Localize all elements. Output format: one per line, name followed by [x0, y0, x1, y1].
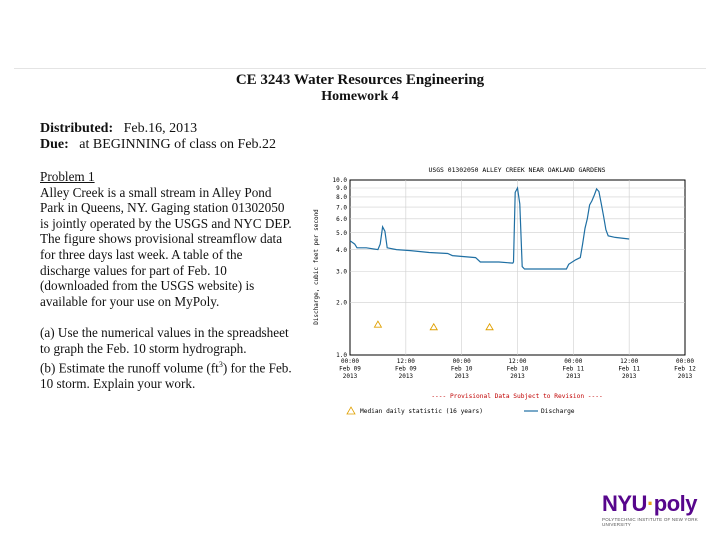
- legend: Median daily statistic (16 years) Discha…: [346, 406, 575, 415]
- x-tick-label: 00:00: [564, 358, 582, 365]
- part-a: (a) Use the numerical values in the spre…: [40, 325, 289, 356]
- due-line: Due: at BEGINNING of class on Feb.22: [40, 137, 276, 153]
- chart-title: USGS 01302050 ALLEY CREEK NEAR OAKLAND G…: [429, 166, 606, 174]
- distributed-line: Distributed: Feb.16, 2013: [40, 121, 197, 137]
- y-tick-label: 8.0: [336, 194, 347, 201]
- hydrograph-chart: USGS 01302050 ALLEY CREEK NEAR OAKLAND G…: [313, 166, 696, 415]
- logo-dot: ·: [646, 491, 654, 516]
- x-tick-label: 2013: [622, 373, 637, 380]
- x-tick-label: Feb 12: [674, 366, 696, 373]
- nyu-poly-logo: NYU·poly POLYTECHNIC INSTITUTE OF NEW YO…: [602, 492, 708, 530]
- x-tick-label: 00:00: [341, 358, 359, 365]
- discharge-series-line: [349, 186, 630, 270]
- x-tick-label: Feb 11: [562, 366, 584, 373]
- logo-tagline: POLYTECHNIC INSTITUTE OF NEW YORK UNIVER…: [602, 517, 698, 527]
- x-tick-label: 2013: [510, 373, 525, 380]
- legend-discharge-label: Discharge: [541, 408, 575, 415]
- y-axis-label: Discharge, cubic feet per second: [313, 209, 320, 325]
- x-tick-label: 12:00: [508, 358, 526, 365]
- legend-median-marker: [346, 406, 356, 415]
- x-tick-label: 12:00: [620, 358, 638, 365]
- y-tick-label: 9.0: [336, 185, 347, 192]
- distributed-label: Distributed:: [40, 121, 114, 136]
- median-marker: [373, 320, 383, 328]
- part-b-prefix: (b) Estimate the runoff volume (ft: [40, 359, 219, 375]
- y-tick-label: 3.0: [336, 269, 347, 276]
- logo-wordmark: NYU·poly: [602, 492, 708, 516]
- slide-top-rule: [14, 68, 706, 69]
- y-tick-label: 6.0: [336, 216, 347, 223]
- x-tick-label: Feb 10: [507, 366, 529, 373]
- y-tick-labels: 10.09.0 8.0 7.0 6.0 5.0 4.0 3.0 2.0 1.0: [333, 177, 348, 359]
- x-tick-label: Feb 09: [339, 366, 361, 373]
- x-tick-label: 2013: [454, 373, 469, 380]
- distributed-value: Feb.16, 2013: [123, 121, 198, 136]
- x-tick-label: 2013: [343, 373, 358, 380]
- x-tick-label: Feb 11: [618, 366, 640, 373]
- x-tick-label: Feb 10: [451, 366, 473, 373]
- part-b-superscript: 3: [218, 359, 223, 369]
- due-label: Due:: [40, 137, 69, 152]
- x-tick-label: Feb 09: [395, 366, 417, 373]
- x-tick-label: 2013: [566, 373, 581, 380]
- legend-median-label: Median daily statistic (16 years): [360, 408, 483, 415]
- x-tick-label: 00:00: [676, 358, 694, 365]
- problem-paragraph: Alley Creek is a small stream in Alley P…: [40, 184, 292, 309]
- problem-heading: Problem 1: [40, 169, 95, 184]
- logo-poly: poly: [653, 491, 698, 516]
- y-tick-label: 10.0: [333, 177, 348, 184]
- y-tick-label: 1.0: [336, 352, 347, 359]
- due-value: at BEGINNING of class on Feb.22: [79, 137, 277, 152]
- y-tick-label: 2.0: [336, 300, 347, 307]
- x-tick-label: 12:00: [397, 358, 415, 365]
- median-markers: [373, 320, 494, 331]
- y-tick-label: 7.0: [336, 204, 347, 211]
- logo-nyu: NYU: [602, 491, 647, 516]
- y-tick-label: 5.0: [336, 230, 347, 237]
- homework-title: Homework 4: [321, 89, 399, 104]
- part-b-suffix: ) for the Feb. 10 storm. Explain your wo…: [40, 359, 292, 391]
- x-tick-label: 00:00: [453, 358, 471, 365]
- x-tick-label: 2013: [399, 373, 414, 380]
- provisional-note: ---- Provisional Data Subject to Revisio…: [431, 393, 602, 400]
- y-tick-label: 4.0: [336, 247, 347, 254]
- median-marker: [485, 322, 494, 331]
- median-marker: [429, 322, 439, 331]
- x-tick-label: 2013: [678, 373, 693, 380]
- part-b: (b) Estimate the runoff volume (ft3) for…: [40, 357, 295, 392]
- grid-layer: [350, 180, 685, 355]
- course-title: CE 3243 Water Resources Engineering: [235, 72, 485, 88]
- problem-text: Problem 1 Alley Creek is a small stream …: [40, 169, 295, 391]
